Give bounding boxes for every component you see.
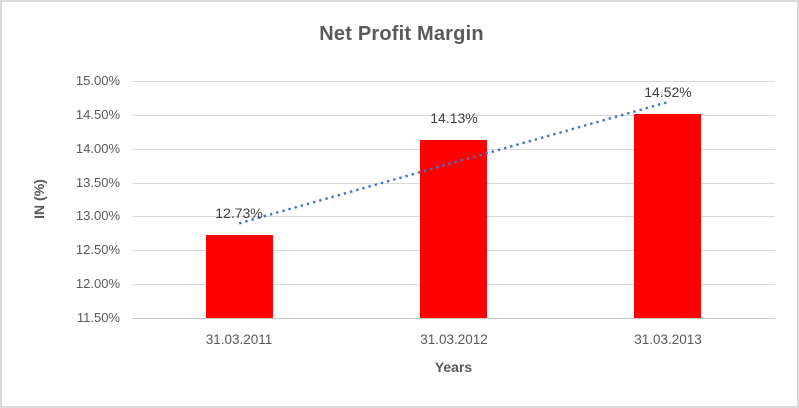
y-tick-label: 11.50% [76, 310, 120, 325]
y-tick-label: 12.00% [75, 276, 120, 291]
y-tick-label: 14.50% [75, 107, 120, 122]
bar-data-label: 12.73% [215, 205, 263, 221]
plot-area [132, 81, 775, 319]
trendline [238, 100, 669, 225]
x-tick-label: 31.03.2013 [634, 332, 702, 347]
bar-31.03.2013 [634, 114, 701, 318]
y-tick-label: 12.50% [75, 242, 120, 257]
bar-data-label: 14.13% [430, 110, 478, 126]
x-tick-label: 31.03.2011 [205, 332, 273, 347]
y-tick-label: 15.00% [75, 73, 120, 88]
chart-title: Net Profit Margin [319, 23, 484, 45]
bar-31.03.2011 [206, 235, 273, 318]
y-tick-label: 14.00% [75, 141, 120, 156]
y-tick-label: 13.50% [75, 175, 120, 190]
gridline [132, 318, 775, 319]
gridline [132, 81, 775, 82]
x-tick-label: 31.03.2012 [420, 332, 488, 347]
bar-data-label: 14.52% [644, 84, 692, 100]
x-axis-title: Years [434, 359, 473, 375]
gridline [132, 115, 775, 116]
y-tick-label: 13.00% [75, 208, 120, 223]
